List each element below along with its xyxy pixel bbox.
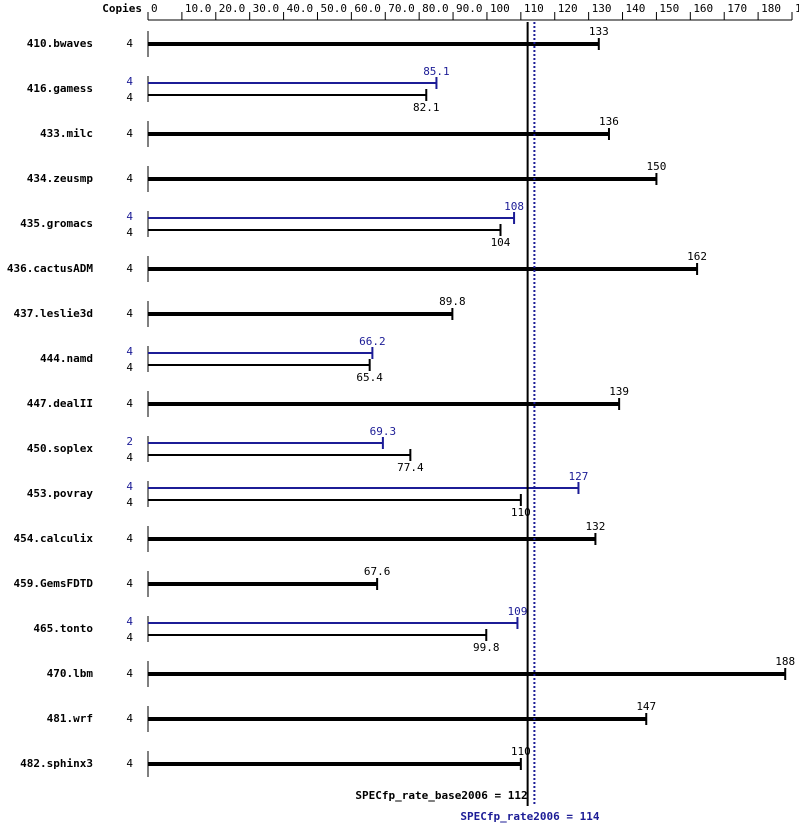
value-label: 133 <box>589 25 609 38</box>
value-label: 82.1 <box>413 101 440 114</box>
benchmark-name: 454.calculix <box>14 532 94 545</box>
value-label: 110 <box>511 506 531 519</box>
value-label: 132 <box>585 520 605 533</box>
copies: 4 <box>126 361 133 374</box>
value-label: 127 <box>569 470 589 483</box>
benchmark-name: 437.leslie3d <box>14 307 93 320</box>
copies: 4 <box>126 345 133 358</box>
value-label: 162 <box>687 250 707 263</box>
value-label: 109 <box>508 605 528 618</box>
value-label: 89.8 <box>439 295 466 308</box>
benchmark-name: 459.GemsFDTD <box>14 577 94 590</box>
value-label: 188 <box>775 655 795 668</box>
x-tick-label: 140 <box>626 2 646 15</box>
value-label: 108 <box>504 200 524 213</box>
x-tick-label: 170 <box>727 2 747 15</box>
copies: 4 <box>126 667 133 680</box>
x-tick-label: 90.0 <box>456 2 483 15</box>
copies: 4 <box>126 37 133 50</box>
x-tick-label: 70.0 <box>388 2 415 15</box>
copies: 4 <box>126 75 133 88</box>
x-tick-label: 110 <box>524 2 544 15</box>
value-label: 65.4 <box>356 371 383 384</box>
x-tick-label: 0 <box>151 2 158 15</box>
copies: 4 <box>126 262 133 275</box>
benchmark-name: 482.sphinx3 <box>20 757 93 770</box>
benchmark-name: 416.gamess <box>27 82 93 95</box>
benchmark-name: 447.dealII <box>27 397 93 410</box>
benchmark-name: 453.povray <box>27 487 94 500</box>
x-tick-label: 30.0 <box>253 2 280 15</box>
x-tick-label: 40.0 <box>287 2 314 15</box>
x-tick-label: 80.0 <box>422 2 449 15</box>
value-label: 104 <box>491 236 511 249</box>
reference-label: SPECfp_rate_base2006 = 112 <box>355 789 527 802</box>
copies: 4 <box>126 307 133 320</box>
x-tick-label: 50.0 <box>320 2 347 15</box>
value-label: 66.2 <box>359 335 386 348</box>
x-tick-label: 180 <box>761 2 781 15</box>
value-label: 110 <box>511 745 531 758</box>
benchmark-name: 470.lbm <box>47 667 94 680</box>
copies: 2 <box>126 435 133 448</box>
copies: 4 <box>126 496 133 509</box>
x-tick-label: 60.0 <box>354 2 381 15</box>
value-label: 99.8 <box>473 641 500 654</box>
benchmark-name: 435.gromacs <box>20 217 93 230</box>
x-tick-label: 100 <box>490 2 510 15</box>
x-tick-label: 190 <box>795 2 799 15</box>
benchmark-name: 450.soplex <box>27 442 94 455</box>
benchmark-name: 410.bwaves <box>27 37 93 50</box>
value-label: 69.3 <box>370 425 397 438</box>
value-label: 77.4 <box>397 461 424 474</box>
copies: 4 <box>126 397 133 410</box>
copies: 4 <box>126 757 133 770</box>
copies: 4 <box>126 577 133 590</box>
benchmark-name: 465.tonto <box>33 622 93 635</box>
benchmark-name: 481.wrf <box>47 712 93 725</box>
copies: 4 <box>126 615 133 628</box>
benchmark-name: 444.namd <box>40 352 93 365</box>
copies: 4 <box>126 532 133 545</box>
x-tick-label: 130 <box>592 2 612 15</box>
reference-label: SPECfp_rate2006 = 114 <box>460 810 599 823</box>
benchmark-name: 434.zeusmp <box>27 172 94 185</box>
copies: 4 <box>126 480 133 493</box>
copies-header: Copies <box>102 2 142 15</box>
x-tick-label: 150 <box>659 2 679 15</box>
value-label: 85.1 <box>423 65 450 78</box>
copies: 4 <box>126 226 133 239</box>
value-label: 136 <box>599 115 619 128</box>
copies: 4 <box>126 451 133 464</box>
copies: 4 <box>126 172 133 185</box>
value-label: 150 <box>646 160 666 173</box>
x-tick-label: 20.0 <box>219 2 246 15</box>
x-tick-label: 120 <box>558 2 578 15</box>
copies: 4 <box>126 631 133 644</box>
value-label: 139 <box>609 385 629 398</box>
x-tick-label: 160 <box>693 2 713 15</box>
copies: 4 <box>126 712 133 725</box>
copies: 4 <box>126 210 133 223</box>
benchmark-name: 433.milc <box>40 127 93 140</box>
x-tick-label: 10.0 <box>185 2 212 15</box>
copies: 4 <box>126 127 133 140</box>
copies: 4 <box>126 91 133 104</box>
value-label: 67.6 <box>364 565 391 578</box>
value-label: 147 <box>636 700 656 713</box>
benchmark-name: 436.cactusADM <box>7 262 93 275</box>
